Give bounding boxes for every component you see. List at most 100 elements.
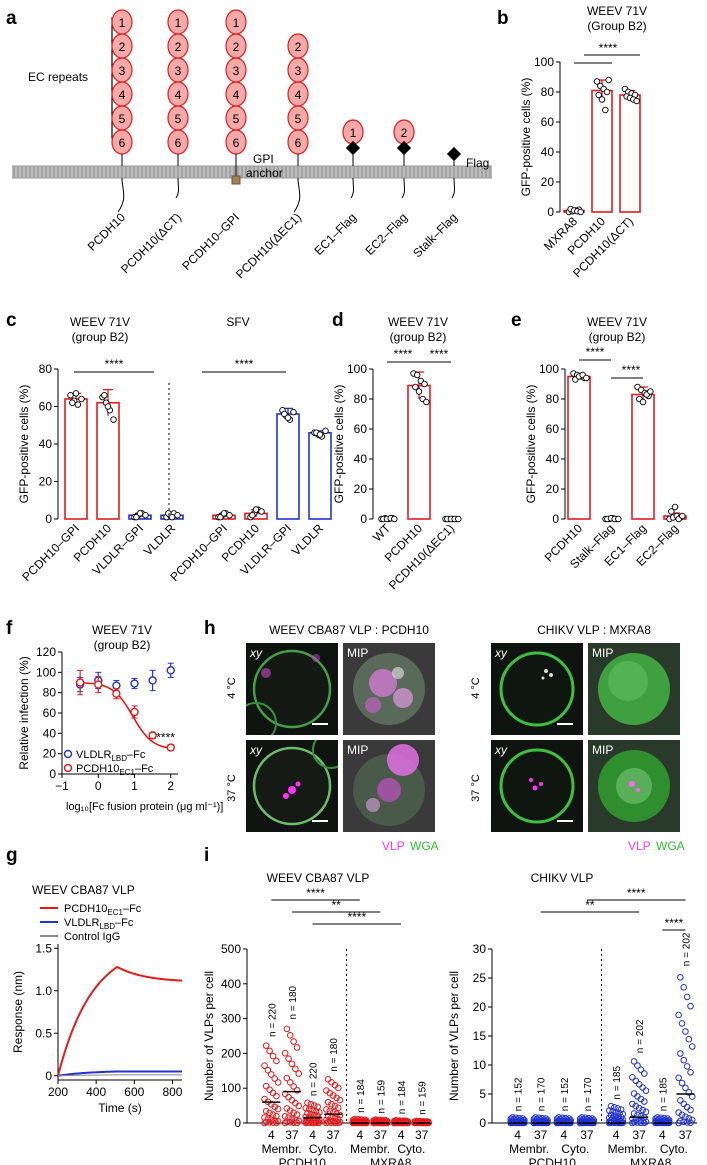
- data-point: [581, 1114, 589, 1122]
- n-count-label: n = 152: [514, 1077, 525, 1111]
- cytoplasmic-tail: [293, 177, 301, 213]
- data-point: [284, 414, 292, 422]
- flag-tag: [345, 140, 361, 156]
- data-point: [629, 1100, 636, 1108]
- x-tick-label: 4: [514, 1128, 521, 1142]
- x-tick-label: 4: [398, 1128, 405, 1142]
- data-point: [585, 1114, 592, 1122]
- data-point: [273, 1112, 280, 1120]
- data-point: [142, 512, 149, 519]
- data-point: [130, 679, 139, 688]
- data-point: [519, 1115, 526, 1122]
- row-label-4c-left: 4 °C: [226, 677, 238, 699]
- y-axis-label: Response (nm): [11, 971, 25, 1053]
- legend-vlp-left: VLP: [382, 839, 405, 853]
- data-point: [293, 1044, 301, 1051]
- data-point: [269, 1111, 277, 1118]
- y-tick-label: 0: [234, 1116, 241, 1130]
- data-point: [266, 1086, 273, 1093]
- data-point: [269, 1089, 277, 1097]
- cyto-label: Cyto.: [309, 1142, 337, 1156]
- significance-label: **: [585, 898, 595, 912]
- ec-domain-number: 1: [119, 16, 126, 30]
- y-tick-label: 0: [479, 1116, 486, 1130]
- data-point: [329, 1109, 337, 1116]
- cyto-label: Cyto.: [397, 1142, 425, 1156]
- data-point: [682, 1084, 689, 1092]
- data-point: [677, 1050, 684, 1057]
- x-axis-label: Time (s): [98, 1101, 142, 1115]
- panel-d-label: d: [332, 310, 344, 331]
- ec-domain-number: 2: [119, 40, 126, 54]
- data-point: [635, 1080, 643, 1088]
- panel-h: h WEEV CBA87 VLP : PCDH10 CHIKV VLP : MX…: [204, 618, 685, 853]
- ec-domain-number: 1: [350, 126, 357, 140]
- data-point: [677, 1117, 684, 1125]
- panel-b: b WEEV 71V (Group B2) 0 20 40 60 80 100GFP-po…: [497, 4, 647, 280]
- y-tick-label: 100: [539, 362, 559, 376]
- data-point: [304, 1099, 311, 1107]
- data-point: [217, 513, 224, 521]
- x-tick-label: 400: [86, 1085, 106, 1099]
- data-point: [78, 395, 85, 403]
- mip-label: MIP: [592, 646, 614, 660]
- data-point: [310, 1102, 318, 1109]
- y-tick-label: 0: [49, 767, 56, 781]
- data-point: [687, 1002, 694, 1010]
- panel-a-label: a: [6, 8, 17, 29]
- y-tick-label: 120: [36, 645, 56, 659]
- data-point: [324, 1076, 332, 1083]
- significance-label: **: [332, 898, 342, 912]
- mxra8-group-label: MXRA8: [370, 1156, 412, 1165]
- x-tick-label: 600: [124, 1085, 144, 1099]
- membr-label: Membr.: [509, 1142, 549, 1156]
- data-point: [302, 1113, 310, 1121]
- data-point: [283, 1074, 291, 1082]
- y-axis-label: GFP-positive cells (%): [519, 78, 533, 197]
- membrane: [12, 166, 492, 178]
- significance-label: ****: [347, 910, 366, 924]
- y-tick-label: 60: [354, 422, 368, 436]
- data-point: [682, 1113, 689, 1121]
- data-point: [274, 1105, 282, 1113]
- y-tick-label: 400: [221, 977, 241, 991]
- data-point: [69, 399, 76, 407]
- data-point: [94, 680, 103, 689]
- y-tick-label: 300: [221, 1012, 241, 1026]
- cytoplasmic-tail: [350, 177, 354, 199]
- data-point: [336, 1096, 344, 1104]
- y-tick-label: 60: [541, 115, 555, 129]
- data-point: [630, 1058, 638, 1065]
- panel-g: g WEEV CBA87 VLP 0 0.5 1.0 1.5 200 400 600 800 T…: [6, 845, 183, 1115]
- data-point: [617, 1106, 625, 1113]
- data-point: [605, 1107, 613, 1114]
- data-point: [262, 1107, 270, 1115]
- data-point: [266, 1109, 273, 1117]
- panel-e-title-1: WEEV 71V: [587, 315, 647, 329]
- data-point: [258, 508, 265, 515]
- data-point: [295, 1117, 303, 1125]
- data-point: [286, 1032, 294, 1039]
- data-point: [685, 1035, 693, 1043]
- ec-domain-number: 2: [401, 126, 408, 140]
- data-point: [274, 1079, 282, 1086]
- panel-g-label: g: [6, 845, 18, 866]
- panel-f-label: f: [6, 618, 13, 639]
- panel-b-label: b: [497, 8, 509, 29]
- data-point: [555, 1114, 563, 1121]
- data-point: [565, 1115, 573, 1122]
- data-point: [677, 974, 684, 981]
- micrograph-chikv-37c-xy: xy: [491, 740, 583, 832]
- data-point: [539, 1114, 546, 1122]
- ec-domain-number: 6: [175, 136, 182, 150]
- data-point: [664, 1115, 671, 1122]
- data-point: [683, 993, 691, 1001]
- data-point: [290, 408, 297, 416]
- n-count-label: n = 220: [267, 1003, 278, 1037]
- data-point: [281, 1112, 289, 1120]
- y-tick-label: 100: [347, 362, 367, 376]
- data-point: [578, 1114, 586, 1121]
- xy-label: xy: [495, 646, 507, 660]
